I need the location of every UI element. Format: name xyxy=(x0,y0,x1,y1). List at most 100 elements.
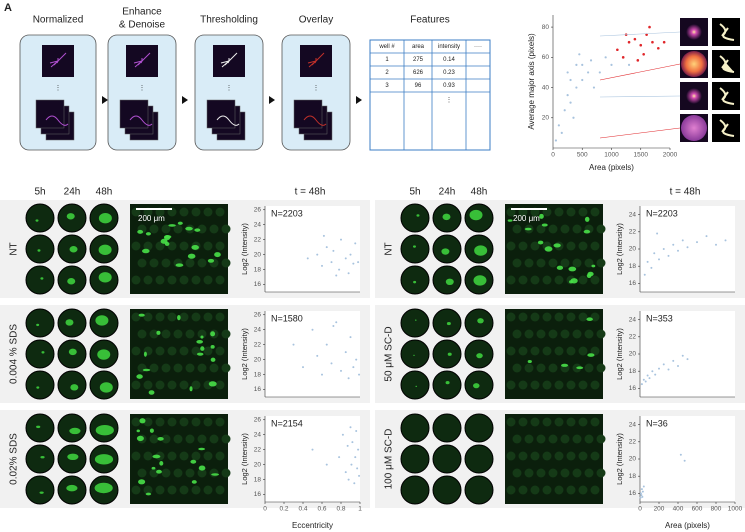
cell-blob xyxy=(413,280,417,284)
data-point xyxy=(640,488,643,491)
data-point xyxy=(627,40,631,44)
well-image xyxy=(400,339,430,369)
y-axis-label: Average major axis (pixels) xyxy=(527,33,536,130)
y-axis-label: Log2 (Intensity) xyxy=(615,328,624,380)
data-point xyxy=(322,234,325,237)
well-spot xyxy=(191,312,201,322)
cell-blob xyxy=(160,238,168,244)
snapshot-header: t = 48h xyxy=(295,187,326,198)
data-point xyxy=(569,78,572,82)
well-spot xyxy=(596,468,606,478)
table-continuation: ⋮ xyxy=(446,97,452,103)
cell-blob xyxy=(198,465,206,471)
data-point xyxy=(566,71,569,74)
well-spot xyxy=(512,363,522,373)
cell-blob xyxy=(41,351,45,354)
well-spot xyxy=(167,451,177,461)
data-point xyxy=(347,272,350,275)
well-spot xyxy=(548,224,558,234)
data-point xyxy=(346,444,349,447)
well-spot xyxy=(566,485,576,495)
well-image xyxy=(25,339,55,369)
cell-blob xyxy=(163,234,171,241)
data-point xyxy=(355,429,358,432)
well-spot xyxy=(554,485,564,495)
well-spot xyxy=(518,312,528,322)
well-spot xyxy=(590,275,600,285)
cell-blob xyxy=(210,357,216,362)
well-spot xyxy=(215,485,225,495)
well-spot xyxy=(524,468,534,478)
well-spot xyxy=(506,346,516,356)
well-spot xyxy=(524,363,534,373)
well-spot xyxy=(173,363,183,373)
well-spot xyxy=(512,468,522,478)
well-image xyxy=(432,339,462,369)
well-spot xyxy=(542,485,552,495)
cell-blob xyxy=(95,315,109,326)
sample-count: N=1580 xyxy=(271,313,303,323)
x-tick-label: 2000 xyxy=(663,152,678,159)
well-spot xyxy=(506,275,516,285)
table-cell: 2 xyxy=(385,70,389,76)
well-spot xyxy=(578,312,588,322)
data-point xyxy=(633,37,637,41)
well-spot xyxy=(584,363,594,373)
features-title: Features xyxy=(410,15,449,26)
well-spot xyxy=(542,346,552,356)
data-point xyxy=(644,380,647,383)
y-tick-label: 22 xyxy=(629,229,637,236)
cell-blob xyxy=(139,418,146,424)
cell-blob xyxy=(553,243,561,248)
data-point xyxy=(677,249,679,252)
well-spot xyxy=(542,312,552,322)
well-spot xyxy=(173,434,183,444)
mask-shape xyxy=(719,55,735,73)
well-spot xyxy=(221,258,231,268)
cell-blob xyxy=(99,382,113,393)
data-point xyxy=(353,482,356,485)
cell-blob xyxy=(556,265,564,270)
well-image xyxy=(432,475,462,505)
well-spot xyxy=(584,468,594,478)
step-label: Normalized xyxy=(33,15,84,26)
data-point xyxy=(616,48,619,52)
well-spot xyxy=(161,258,171,268)
well-spot xyxy=(191,451,201,461)
well-spot xyxy=(536,363,546,373)
well-spot xyxy=(185,258,195,268)
data-point xyxy=(604,56,607,59)
y-axis-label: Log2 (Intensity) xyxy=(240,328,249,380)
well-image xyxy=(464,444,494,474)
well-spot xyxy=(590,417,600,427)
well-spot xyxy=(530,451,540,461)
cell-blob xyxy=(69,427,81,435)
data-point xyxy=(352,366,355,369)
x-tick-label: 0 xyxy=(638,506,642,513)
well-image xyxy=(464,475,494,505)
row-label: NT xyxy=(384,242,395,255)
well-spot xyxy=(155,417,165,427)
well-spot xyxy=(542,380,552,390)
well-spot xyxy=(578,485,588,495)
well-spot xyxy=(590,485,600,495)
y-tick-label: 80 xyxy=(542,24,550,31)
well-spot xyxy=(161,363,171,373)
guide-line xyxy=(599,31,681,37)
well-spot xyxy=(167,417,177,427)
well-spot xyxy=(203,346,213,356)
well-spot xyxy=(518,417,528,427)
data-point xyxy=(642,485,645,488)
x-tick-label: 200 xyxy=(654,506,665,513)
well-spot xyxy=(530,312,540,322)
cell-blob xyxy=(544,246,553,252)
well-spot xyxy=(560,468,570,478)
cell-blob xyxy=(415,319,417,321)
cell-blob xyxy=(67,453,79,461)
table-cell: 0.14 xyxy=(443,57,455,63)
data-point xyxy=(627,63,631,66)
cell-image xyxy=(681,115,707,141)
time-header: 24h xyxy=(64,187,81,198)
well-spot xyxy=(506,380,516,390)
time-header: 24h xyxy=(439,187,456,198)
